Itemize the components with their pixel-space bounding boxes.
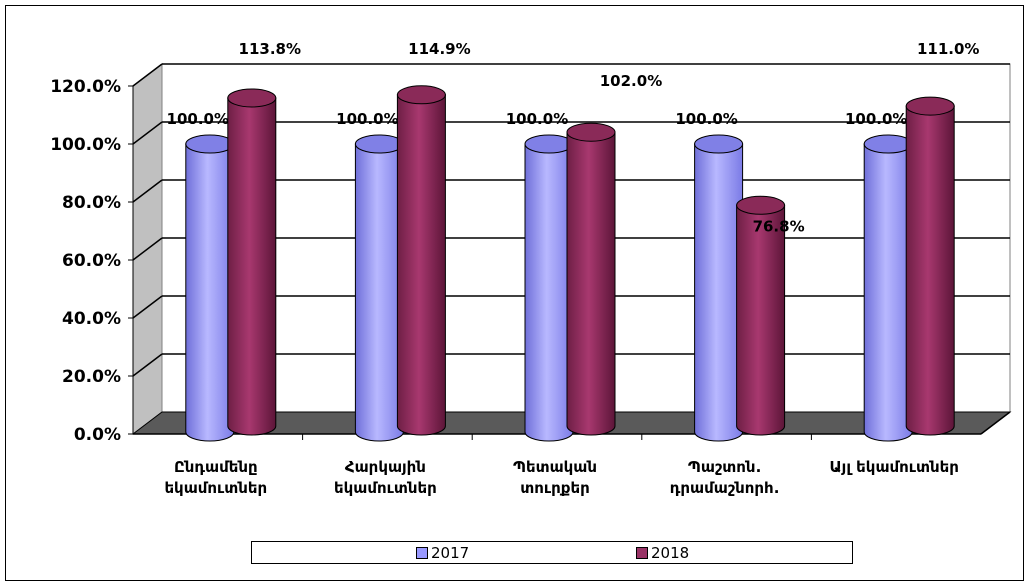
y-tick-label: 0.0% [74,425,121,445]
bar-top-2017-4 [863,134,913,154]
bar-2018-0 [227,97,277,436]
data-label-2017-1: 100.0% [336,110,398,128]
bar-top-2017-3 [694,134,744,154]
y-tick-label: 120.0% [50,77,121,97]
legend-label-2017: 2017 [431,544,470,562]
bar-top-2018-2 [566,122,616,142]
bar-2017-2 [524,143,574,442]
data-label-2018-1: 114.9% [408,40,470,58]
bar-top-2018-3 [736,195,786,215]
legend-item-2017: 2017 [416,544,469,562]
bar-top-2018-1 [396,85,446,105]
bar-top-2018-4 [905,96,955,116]
category-label-2-0: Պետական [513,458,597,476]
chart-frame: 0.0% 20.0% 40.0% 60.0% 80.0% 100.0% 120.0% 100.… [5,5,1024,581]
bar-top-2017-0 [185,134,235,154]
legend-swatch-2018 [636,547,648,559]
gridline-side [132,295,163,319]
bar-2017-1 [354,143,404,442]
legend-label-2018: 2018 [651,544,690,562]
y-tick-label: 40.0% [62,309,121,329]
gridline-side [132,121,163,145]
cylinder-bar-chart: 0.0% 20.0% 40.0% 60.0% 80.0% 100.0% 120.0% 100.… [50,40,1012,497]
category-label-1-1: եկամուտներ [334,479,437,497]
bar-2017-3 [694,143,744,442]
bar-2018-2 [566,131,616,436]
legend-swatch-2017 [416,547,428,559]
y-tick-label: 60.0% [62,251,121,271]
category-label-0-0: Ընդամենը [174,458,258,476]
category-label-3-1: դրամաշնորհ. [670,479,780,497]
bar-2018-1 [396,94,446,436]
y-tick-label: 100.0% [50,135,121,155]
category-label-2-1: տուրքեր [520,479,589,497]
category-label-0-1: եկամուտներ [164,479,267,497]
chart-legend: 2017 2018 [251,541,853,564]
data-label-2017-3: 100.0% [675,110,737,128]
bar-2018-4 [905,105,955,436]
y-tick-label: 80.0% [62,193,121,213]
bar-2017-4 [863,143,913,442]
legend-item-2018: 2018 [636,544,689,562]
data-label-2017-4: 100.0% [845,110,907,128]
y-tick-label: 20.0% [62,367,121,387]
bar-2018-3 [736,204,786,436]
bar-top-2017-2 [524,134,574,154]
category-label-4-0: Այլ եկամուտներ [829,458,958,476]
category-label-1-0: Հարկային [345,458,426,476]
bar-2017-0 [185,143,235,442]
gridline-side [132,353,163,377]
category-label-3-0: Պաշտոն. [688,458,761,476]
bar-top-2018-0 [227,88,277,108]
gridline-side [132,179,163,203]
data-label-2018-4: 111.0% [917,40,979,58]
data-label-2018-3: 76.8% [753,217,805,235]
data-label-2018-2: 102.0% [600,72,662,90]
data-label-2018-0: 113.8% [239,40,301,58]
data-label-2017-2: 100.0% [506,110,568,128]
bar-top-2017-1 [354,134,404,154]
gridline-side [132,237,163,261]
gridline-side [132,63,163,87]
data-label-2017-0: 100.0% [167,110,229,128]
x-axis-edge [980,411,1011,435]
